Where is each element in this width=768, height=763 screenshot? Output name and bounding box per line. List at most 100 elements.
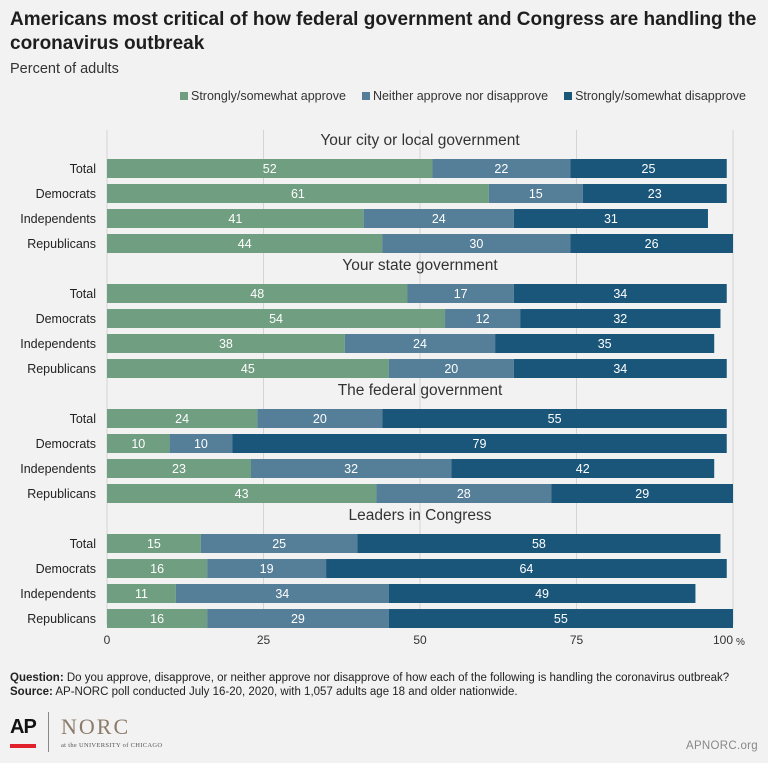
bar-segment: [488, 184, 583, 203]
bar-segment: [445, 309, 521, 328]
data-label: 20: [444, 362, 458, 376]
question-text: Do you approve, disapprove, or neither a…: [63, 672, 730, 684]
bar-segment: [407, 284, 514, 303]
bar-segment: [513, 284, 727, 303]
category-label: Total: [70, 537, 96, 551]
bar-segment: [363, 209, 514, 228]
category-label: Democrats: [36, 312, 96, 326]
bar-segment: [107, 459, 251, 478]
bar-segment: [451, 459, 715, 478]
category-label: Republicans: [27, 487, 96, 501]
bar-segment: [513, 359, 727, 378]
norc-logo-text: NORC: [61, 714, 131, 739]
data-label: 16: [150, 562, 164, 576]
data-label: 48: [250, 287, 264, 301]
bar-segment: [388, 609, 733, 628]
data-label: 26: [645, 237, 659, 251]
data-label: 15: [147, 537, 161, 551]
bar-segment: [107, 409, 258, 428]
bar-segment: [107, 584, 176, 603]
data-label: 45: [241, 362, 255, 376]
logos: AP NORC at the UNIVERSITY of CHICAGO: [10, 712, 181, 752]
x-tick-label: 50: [413, 633, 427, 647]
data-label: 55: [548, 412, 562, 426]
data-label: 61: [291, 187, 305, 201]
footer-notes: Question: Do you approve, disapprove, or…: [10, 671, 760, 699]
data-label: 58: [532, 537, 546, 551]
data-label: 10: [131, 437, 145, 451]
x-tick-label: 100: [713, 633, 733, 647]
data-label: 24: [432, 212, 446, 226]
panel-title: Your city or local government: [320, 132, 520, 149]
panel-title: Your state government: [342, 257, 498, 274]
bar-segment: [107, 209, 364, 228]
data-label: 43: [235, 487, 249, 501]
bar-segment: [169, 434, 233, 453]
category-label: Independents: [20, 462, 96, 476]
stacked-bar-chart: Your city or local government Total 52 22 25…: [20, 130, 745, 648]
bar-segment: [232, 434, 727, 453]
data-label: 19: [260, 562, 274, 576]
data-label: 44: [238, 237, 252, 251]
data-label: 32: [344, 462, 358, 476]
bar-segment: [257, 409, 383, 428]
category-label: Independents: [20, 587, 96, 601]
site-url: APNORC.org: [685, 740, 758, 752]
bar-segment: [582, 184, 727, 203]
category-label: Democrats: [36, 562, 96, 576]
data-label: 24: [413, 337, 427, 351]
norc-logo-subtext: at the UNIVERSITY of CHICAGO: [61, 742, 163, 749]
logo-divider: [48, 712, 49, 752]
data-label: 34: [613, 287, 627, 301]
ap-logo-bar: [10, 744, 36, 748]
legend-swatch-disapprove: [564, 92, 573, 100]
bar-segment: [388, 584, 696, 603]
data-label: 42: [576, 462, 590, 476]
data-label: 35: [598, 337, 612, 351]
data-label: 54: [269, 312, 283, 326]
data-label: 30: [469, 237, 483, 251]
legend-item-neither: Neither approve nor disapprove: [361, 89, 548, 103]
data-label: 41: [228, 212, 242, 226]
category-label: Democrats: [36, 437, 96, 451]
bar-segment: [357, 534, 721, 553]
bar-segment: [551, 484, 733, 503]
category-label: Independents: [20, 212, 96, 226]
data-label: 23: [172, 462, 186, 476]
data-label: 25: [272, 537, 286, 551]
bar-segment: [175, 584, 389, 603]
x-tick-label: 0: [104, 633, 111, 647]
bar-segment: [326, 559, 727, 578]
data-label: 28: [457, 487, 471, 501]
data-label: 49: [535, 587, 549, 601]
bar-segment: [250, 459, 452, 478]
data-label: 29: [635, 487, 649, 501]
bar-segment: [382, 234, 571, 253]
legend-swatch-neither: [361, 92, 370, 100]
category-label: Total: [70, 287, 96, 301]
data-label: 10: [194, 437, 208, 451]
question-note: Question: Do you approve, disapprove, or…: [10, 671, 760, 685]
chart-subtitle: Percent of adults: [10, 61, 119, 77]
data-label: 16: [150, 612, 164, 626]
category-label: Republicans: [27, 237, 96, 251]
ap-logo-text: AP: [10, 716, 37, 738]
bar-segment: [107, 484, 377, 503]
ap-logo: AP: [10, 712, 38, 752]
data-label: 17: [454, 287, 468, 301]
category-label: Republicans: [27, 362, 96, 376]
bar-segment: [107, 359, 389, 378]
bar-segment: [107, 334, 345, 353]
x-tick-label: 25: [257, 633, 271, 647]
bar-segment: [107, 559, 208, 578]
source-text: AP-NORC poll conducted July 16-20, 2020,…: [52, 686, 518, 698]
bar-segment: [207, 609, 389, 628]
bar-segment: [495, 334, 715, 353]
legend: Strongly/somewhat approve Neither approv…: [180, 89, 746, 103]
bar-segment: [432, 159, 571, 178]
bar-segment: [376, 484, 552, 503]
bar-segment: [107, 184, 489, 203]
data-label: 31: [604, 212, 618, 226]
category-label: Republicans: [27, 612, 96, 626]
data-label: 15: [529, 187, 543, 201]
